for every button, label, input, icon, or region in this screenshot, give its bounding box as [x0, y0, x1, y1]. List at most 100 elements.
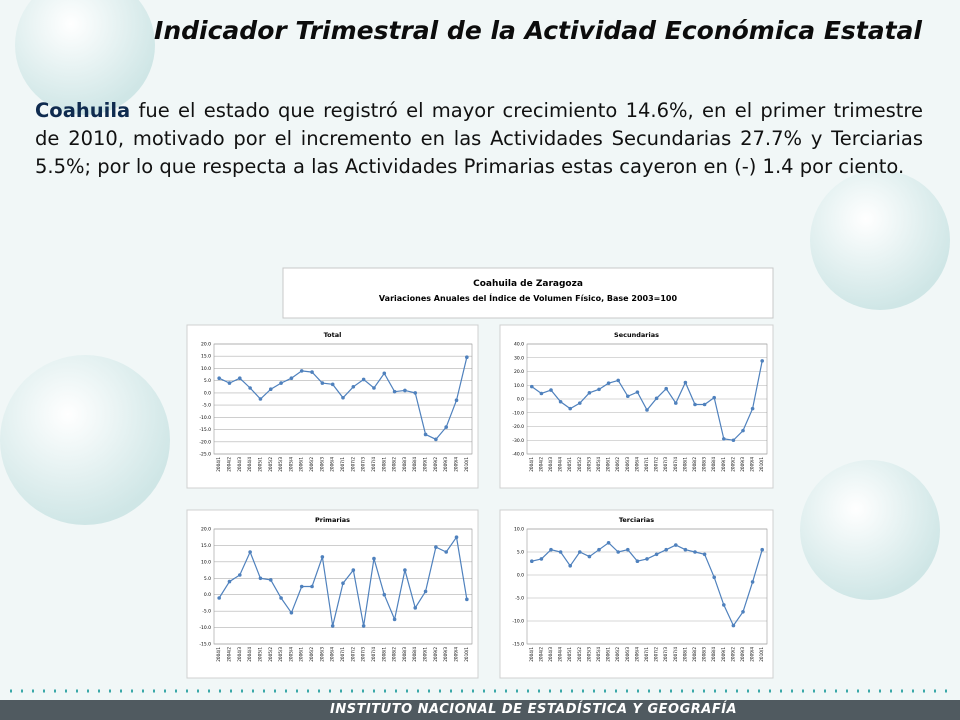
- x-tick-label: 2005/3: [586, 647, 591, 662]
- y-tick-label: 40.0: [514, 342, 524, 348]
- x-tick-label: 2004/3: [548, 457, 553, 472]
- y-tick-label: 10.0: [514, 527, 524, 533]
- x-tick-label: 2006/4: [330, 647, 335, 662]
- x-tick-label: 2005/2: [577, 647, 582, 662]
- y-tick-label: -5.0: [202, 609, 211, 615]
- x-tick-label: 2006/3: [625, 457, 630, 472]
- data-point: [372, 556, 376, 561]
- x-tick-label: 2010/1: [759, 457, 764, 472]
- data-point: [465, 355, 469, 360]
- chart-panel: [499, 324, 774, 489]
- data-point: [722, 437, 726, 441]
- x-tick-label: 2008/1: [381, 647, 386, 662]
- x-tick-label: 2005/2: [268, 647, 273, 662]
- x-tick-label: 2004/2: [226, 647, 231, 662]
- data-point: [444, 550, 449, 554]
- x-tick-label: 2007/3: [361, 647, 366, 662]
- data-point: [330, 624, 335, 628]
- footer: INSTITUTO NACIONAL DE ESTADÍSTICA Y GEOG…: [0, 700, 960, 720]
- x-tick-label: 2006/1: [606, 647, 611, 662]
- plot-frame: [526, 528, 768, 645]
- x-tick-label: 2007/1: [340, 647, 345, 662]
- x-tick-label: 2007/3: [361, 457, 366, 472]
- data-point: [693, 402, 697, 407]
- data-point: [712, 395, 716, 400]
- data-point: [268, 387, 273, 392]
- data-point: [616, 378, 620, 383]
- data-point: [674, 543, 678, 547]
- x-tick-label: 2007/1: [340, 457, 345, 472]
- data-point: [712, 575, 716, 580]
- x-tick-label: 2010/1: [464, 457, 469, 472]
- data-point: [392, 389, 397, 394]
- paragraph: Coahuila fue el estado que registró el m…: [35, 97, 923, 181]
- data-point: [664, 386, 668, 391]
- data-point: [606, 381, 611, 385]
- x-tick-label: 2004/4: [247, 457, 252, 472]
- footer-text: INSTITUTO NACIONAL DE ESTADÍSTICA Y GEOG…: [330, 702, 738, 717]
- x-tick-label: 2005/4: [596, 457, 601, 472]
- data-point: [616, 550, 620, 554]
- data-point: [279, 596, 283, 600]
- data-point: [654, 552, 659, 557]
- y-tick-label: -5.0: [202, 403, 211, 409]
- data-point: [217, 596, 221, 600]
- x-tick-label: 2006/4: [634, 647, 639, 662]
- chart-panel: [186, 324, 479, 489]
- x-tick-label: 2005/4: [288, 647, 293, 662]
- x-tick-label: 2006/3: [319, 647, 324, 662]
- data-point: [361, 624, 366, 628]
- x-tick-label: 2009/4: [454, 647, 459, 662]
- x-tick-label: 2007/1: [644, 457, 649, 472]
- x-tick-label: 2008/4: [711, 647, 716, 662]
- bubble: [800, 460, 940, 600]
- x-tick-label: 2004/1: [216, 457, 221, 472]
- x-tick-label: 2009/1: [423, 647, 428, 662]
- data-point: [279, 381, 283, 385]
- data-point: [392, 617, 397, 622]
- data-point: [382, 371, 387, 376]
- data-point: [539, 391, 544, 396]
- plot-frame: [526, 343, 768, 455]
- data-point: [568, 406, 572, 411]
- x-tick-label: 2009/2: [730, 647, 735, 662]
- x-tick-label: 2009/2: [433, 457, 438, 472]
- x-tick-label: 2006/3: [625, 647, 630, 662]
- data-point: [413, 391, 418, 395]
- bubble: [15, 0, 155, 115]
- chart-header-title: Coahuila de Zaragoza: [473, 279, 583, 289]
- x-tick-label: 2007/3: [663, 647, 668, 662]
- data-point: [587, 391, 592, 395]
- data-point: [434, 545, 438, 549]
- x-tick-label: 2005/2: [268, 457, 273, 472]
- y-tick-label: -15.0: [199, 427, 211, 433]
- x-tick-label: 2006/2: [615, 647, 620, 662]
- y-tick-label: 30.0: [514, 355, 524, 361]
- data-point: [674, 401, 678, 405]
- x-tick-label: 2007/2: [350, 647, 355, 662]
- chart-title: Secundarias: [614, 331, 659, 339]
- data-point: [578, 550, 582, 554]
- x-tick-label: 2009/3: [740, 647, 745, 662]
- chart-header-box: [282, 267, 774, 319]
- x-tick-label: 2005/1: [567, 457, 572, 472]
- y-tick-label: 10.0: [201, 559, 211, 565]
- data-point: [465, 597, 469, 602]
- data-point: [454, 398, 459, 403]
- x-tick-label: 2005/4: [288, 457, 293, 472]
- x-tick-label: 2005/2: [577, 457, 582, 472]
- data-point: [227, 579, 232, 584]
- bubble: [0, 355, 170, 525]
- y-tick-label: 10.0: [514, 383, 524, 389]
- data-point: [558, 399, 563, 404]
- y-tick-label: 15.0: [201, 543, 211, 549]
- x-tick-label: 2004/2: [538, 457, 543, 472]
- x-tick-label: 2006/4: [330, 457, 335, 472]
- y-tick-label: -15.0: [199, 642, 211, 648]
- y-tick-label: 0.0: [517, 573, 524, 579]
- data-point: [434, 437, 438, 442]
- data-point: [741, 428, 745, 433]
- x-tick-label: 2004/3: [237, 457, 242, 472]
